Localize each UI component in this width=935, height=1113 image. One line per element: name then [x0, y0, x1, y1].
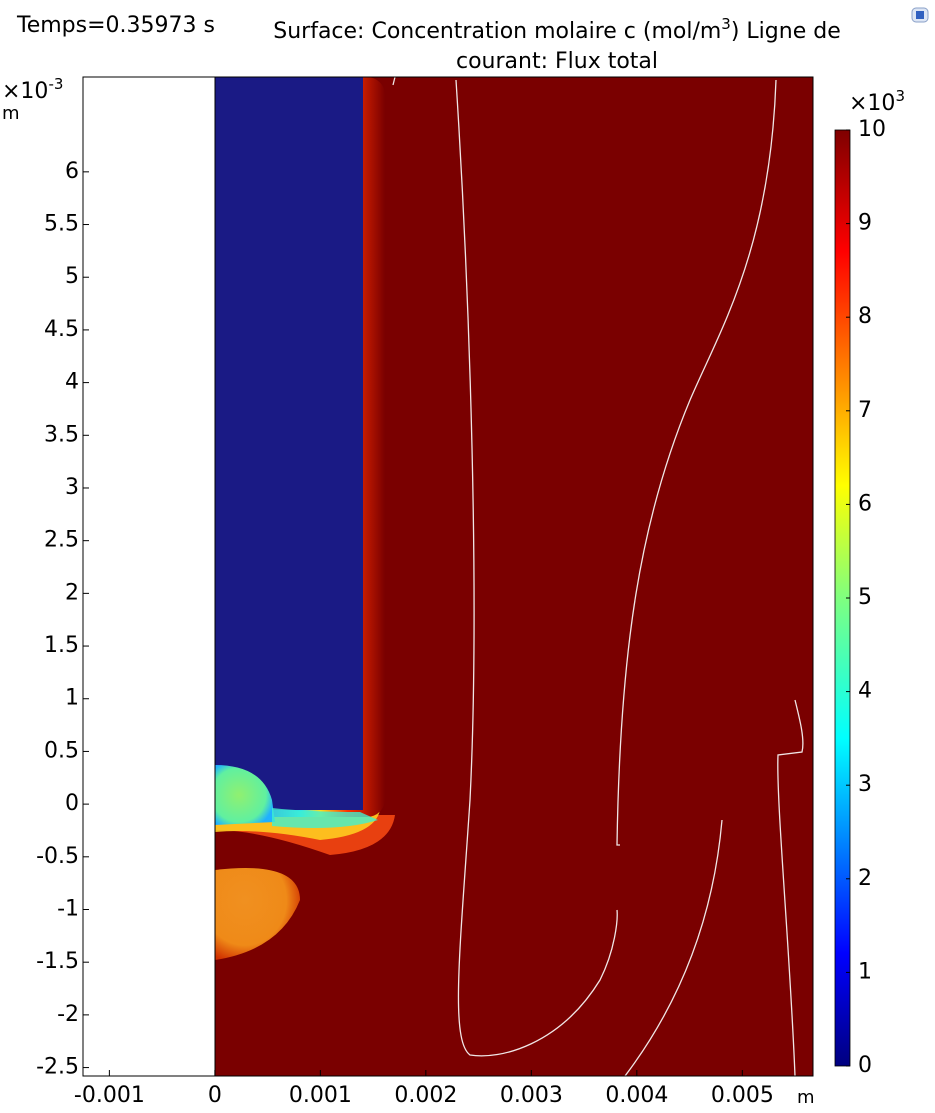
colorbar-tick-label: 1 [858, 959, 872, 984]
y-tick-label: 5 [65, 264, 79, 289]
y-tick-label: 4.5 [44, 317, 79, 342]
y-tick-label: -2.5 [36, 1055, 79, 1080]
plot-frame [82, 76, 814, 1077]
colorbar-tick-label: 9 [858, 211, 872, 236]
title-part: Surface: Concentration molaire c (mol/m [273, 19, 721, 44]
y-tick-label: 0 [65, 791, 79, 816]
y-tick-label: 2.5 [44, 528, 79, 553]
y-tick-label: 3 [65, 475, 79, 500]
y-tick-label: -2 [57, 1002, 79, 1027]
mult: ×10 [849, 91, 895, 116]
time-label: Temps=0.35973 s [16, 13, 215, 38]
surface [215, 77, 813, 1076]
x-tick-label: 0.003 [500, 1083, 563, 1108]
colorbar-tick-label: 7 [858, 398, 872, 423]
colorbar-tick-label: 0 [858, 1053, 872, 1078]
mult: ×10 [2, 79, 48, 104]
logo [911, 7, 929, 23]
chart-title-line2: courant: Flux total [456, 49, 658, 74]
y-tick-label: 1.5 [44, 633, 79, 658]
title-sup: 3 [721, 15, 731, 33]
x-unit: m [797, 1087, 815, 1108]
y-tick-label: 2 [65, 580, 79, 605]
x-tick-label: -0.001 [74, 1083, 145, 1108]
y-unit: m [2, 103, 20, 124]
colorbar-tick-label: 3 [858, 772, 872, 797]
x-tick-label: 0.001 [289, 1083, 352, 1108]
x-tick-label: 0.002 [394, 1083, 457, 1108]
y-tick-label: 3.5 [44, 422, 79, 447]
y-multiplier: ×10-3 [2, 75, 63, 105]
colorbar-tick-label: 8 [858, 304, 872, 329]
colorbar-multiplier: ×103 [849, 87, 905, 117]
colorbar-tick-label: 10 [858, 117, 886, 142]
title-part: ) Ligne de [731, 19, 841, 44]
y-tick-label: 1 [65, 686, 79, 711]
colorbar-tick-label: 2 [858, 866, 872, 891]
y-tick-label: 5.5 [44, 212, 79, 237]
y-tick-label: -0.5 [36, 844, 79, 869]
y-tick-label: 0.5 [44, 738, 79, 763]
colorbar-tick-label: 6 [858, 491, 872, 516]
mult-exp: -3 [48, 75, 63, 93]
y-tick-label: -1 [57, 897, 79, 922]
x-tick-label: 0.004 [605, 1083, 668, 1108]
colorbar-tick-label: 4 [858, 679, 872, 704]
y-tick-label: 4 [65, 370, 79, 395]
colorbar-tick-label: 5 [858, 585, 872, 610]
x-tick-label: 0.005 [711, 1083, 774, 1108]
x-tick-label: 0 [208, 1083, 222, 1108]
y-tick-label: 6 [65, 159, 79, 184]
y-tick-label: -1.5 [36, 949, 79, 974]
mult-exp: 3 [895, 87, 905, 105]
chart-title: Surface: Concentration molaire c (mol/m3… [273, 15, 840, 45]
